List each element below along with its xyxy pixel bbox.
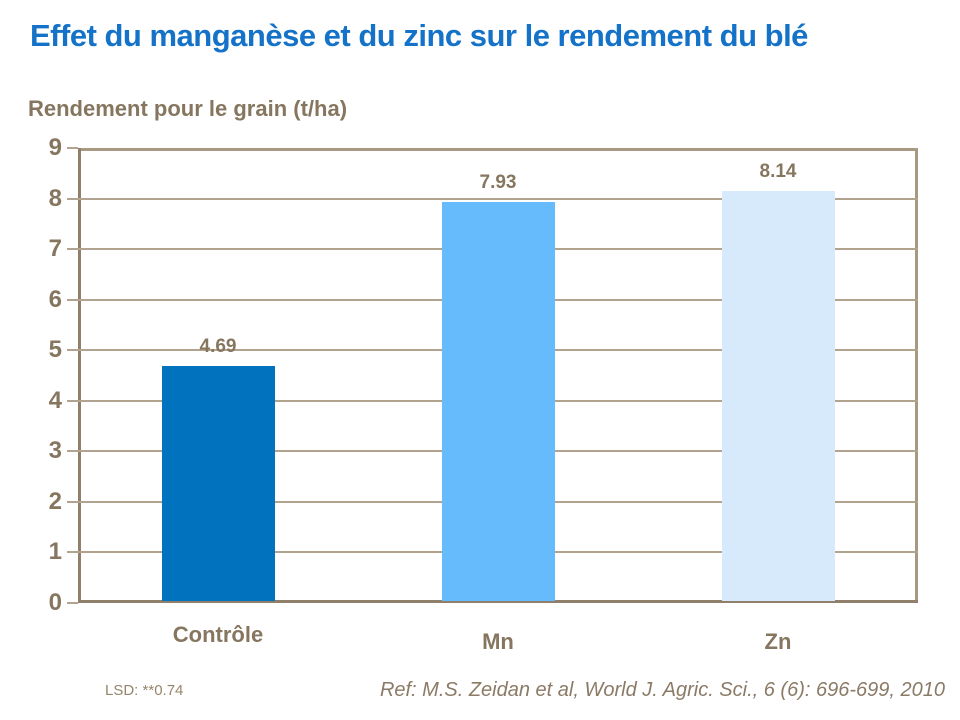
plot-border-top [78, 148, 918, 151]
y-axis-tick [67, 551, 78, 554]
y-axis-tick [67, 602, 78, 604]
category-label-controle: Contrôle [172, 622, 264, 647]
y-axis-line [78, 148, 81, 603]
bar-value-label: 4.69 [199, 335, 237, 357]
y-axis-tick [67, 147, 78, 149]
reference-citation: Ref: M.S. Zeidan et al, World J. Agric. … [379, 679, 945, 701]
y-axis-tick [67, 197, 78, 200]
bar-controle [161, 365, 275, 601]
plot-area: 4.69 7.93 8.14 [67, 147, 918, 604]
y-tick-label: 1 [48, 538, 62, 566]
bar-value-label: 8.14 [759, 161, 797, 183]
y-tick-label: 0 [48, 589, 62, 616]
y-axis-tick [67, 349, 78, 352]
y-tick-label: 2 [48, 487, 62, 515]
y-tick-label: 3 [48, 437, 62, 465]
y-tick-label: 5 [48, 336, 62, 364]
y-tick-label: 6 [48, 285, 62, 313]
x-axis-line [78, 600, 918, 603]
y-axis-tick [67, 248, 78, 251]
bar-zn [721, 191, 835, 601]
plot-border-right [915, 148, 918, 603]
y-tick-label: 7 [48, 235, 62, 263]
y-tick-label: 8 [48, 184, 62, 212]
y-tick-label: 9 [48, 134, 62, 161]
category-label-zn: Zn [764, 629, 792, 654]
y-axis-tick [67, 298, 78, 301]
y-axis-tick [67, 500, 78, 503]
category-label-mn: Mn [482, 629, 514, 654]
chart-title: Effet du manganèse et du zinc sur le ren… [30, 18, 808, 53]
y-axis-tick [67, 399, 78, 402]
gridline [78, 197, 918, 200]
lsd-note: LSD: **0.74 [105, 682, 184, 699]
y-axis-title: Rendement pour le grain (t/ha) [28, 96, 348, 121]
y-axis-tick [67, 450, 78, 453]
y-tick-label: 4 [48, 386, 62, 414]
bar-value-label: 7.93 [479, 172, 517, 194]
bar-mn [441, 202, 555, 601]
